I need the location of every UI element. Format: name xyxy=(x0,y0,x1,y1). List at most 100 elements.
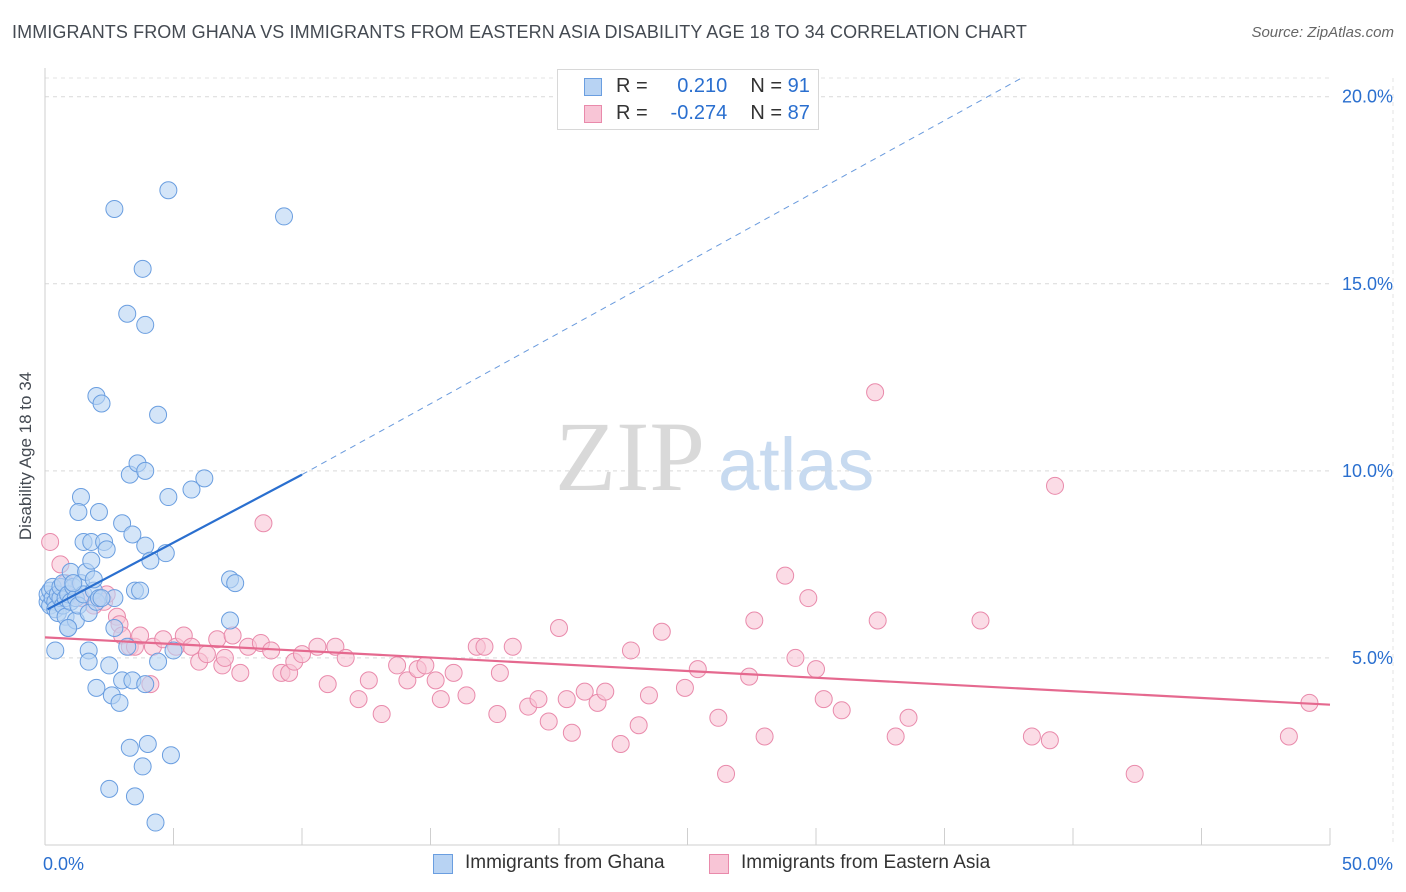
series-ghana-points xyxy=(38,181,294,832)
data-point-eastern-asia xyxy=(575,682,594,701)
data-point-ghana xyxy=(195,469,214,488)
data-point-ghana xyxy=(110,693,129,712)
data-point-eastern-asia xyxy=(1125,764,1144,783)
legend-n-value: 91 xyxy=(787,75,810,97)
data-point-eastern-asia xyxy=(1022,727,1041,746)
data-point-eastern-asia xyxy=(776,566,795,585)
data-point-eastern-asia xyxy=(550,618,568,637)
data-point-eastern-asia xyxy=(131,626,150,645)
x-tick-label-max: 50.0% xyxy=(1342,854,1393,874)
series-eastern-asia-points xyxy=(41,383,1319,783)
data-point-eastern-asia xyxy=(1040,731,1059,750)
data-point-eastern-asia xyxy=(629,716,648,735)
data-point-ghana xyxy=(100,779,119,798)
legend-r-value: 0.210 xyxy=(677,75,728,97)
trend-line-ghana-extension xyxy=(301,77,1022,476)
data-point-ghana xyxy=(89,503,108,522)
data-point-eastern-asia xyxy=(675,678,694,697)
tick-labels: 5.0% 10.0% 15.0% 20.0% 0.0% 50.0% xyxy=(43,87,1393,874)
data-point-ghana xyxy=(161,746,180,765)
bottom-legend-label-eastern-asia: Immigrants from Eastern Asia xyxy=(741,852,991,873)
legend-r-label: R = xyxy=(616,75,648,97)
legend-n-label: N = xyxy=(750,102,783,124)
data-point-eastern-asia xyxy=(717,764,736,783)
data-point-eastern-asia xyxy=(652,622,671,641)
data-point-ghana xyxy=(64,574,83,593)
data-point-eastern-asia xyxy=(786,648,805,667)
data-point-eastern-asia xyxy=(807,660,825,679)
data-point-ghana xyxy=(221,611,240,630)
data-point-ghana xyxy=(226,574,245,593)
source-credit: Source: ZipAtlas.com xyxy=(1251,24,1394,41)
data-point-eastern-asia xyxy=(866,383,885,402)
data-point-ghana xyxy=(138,734,157,753)
data-point-eastern-asia xyxy=(639,686,658,705)
data-point-ghana xyxy=(146,813,165,832)
data-point-eastern-asia xyxy=(444,663,463,682)
data-point-ghana xyxy=(92,394,111,413)
y-tick-label: 5.0% xyxy=(1352,648,1393,668)
y-axis-label: Disability Age 18 to 34 xyxy=(16,371,35,541)
data-point-ghana xyxy=(59,618,78,637)
data-point-ghana xyxy=(97,540,116,559)
data-point-ghana xyxy=(113,514,132,533)
data-point-eastern-asia xyxy=(709,708,728,727)
data-point-ghana xyxy=(118,304,137,323)
data-point-ghana xyxy=(136,675,155,694)
data-point-eastern-asia xyxy=(398,671,417,690)
data-point-eastern-asia xyxy=(611,734,630,753)
data-point-ghana xyxy=(69,503,88,522)
data-point-eastern-asia xyxy=(539,712,558,731)
data-point-ghana xyxy=(105,618,124,637)
data-point-eastern-asia xyxy=(529,690,548,709)
legend-r-label: R = xyxy=(616,102,648,124)
data-point-eastern-asia xyxy=(197,645,216,664)
bottom-legend-swatch-ghana xyxy=(433,854,453,874)
data-point-ghana xyxy=(79,652,98,671)
data-point-ghana xyxy=(82,551,101,570)
bottom-legend-label-ghana: Immigrants from Ghana xyxy=(465,852,665,873)
data-point-ghana xyxy=(87,678,106,697)
data-point-ghana xyxy=(136,536,155,555)
data-point-eastern-asia xyxy=(596,682,615,701)
data-point-ghana xyxy=(159,488,178,507)
bottom-legend-swatch-eastern-asia xyxy=(709,854,729,874)
data-point-ghana xyxy=(131,581,150,600)
legend-n-label: N = xyxy=(750,75,783,97)
data-point-eastern-asia xyxy=(755,727,774,746)
data-point-ghana xyxy=(159,181,178,200)
data-point-eastern-asia xyxy=(745,611,764,630)
data-point-eastern-asia xyxy=(475,637,494,656)
legend-swatch-eastern-asia xyxy=(584,105,602,123)
data-point-eastern-asia xyxy=(1279,727,1298,746)
data-point-eastern-asia xyxy=(488,705,507,724)
data-point-ghana xyxy=(133,757,152,776)
data-point-eastern-asia xyxy=(562,723,581,742)
data-point-eastern-asia xyxy=(832,701,851,720)
data-point-eastern-asia xyxy=(293,645,311,664)
trend-line-ghana xyxy=(47,473,303,611)
data-point-eastern-asia xyxy=(490,663,509,682)
data-point-eastern-asia xyxy=(457,686,476,705)
legend-swatch-ghana xyxy=(584,78,602,96)
data-point-ghana xyxy=(105,199,124,218)
data-point-eastern-asia xyxy=(326,637,345,656)
data-point-ghana xyxy=(149,405,168,424)
watermark-atlas: atlas xyxy=(718,423,874,506)
data-point-eastern-asia xyxy=(349,690,368,709)
y-tick-label: 20.0% xyxy=(1342,87,1393,107)
data-point-eastern-asia xyxy=(621,641,640,660)
data-point-eastern-asia xyxy=(688,660,707,679)
data-point-ghana xyxy=(149,652,168,671)
data-point-ghana xyxy=(164,641,183,660)
data-point-ghana xyxy=(120,738,139,757)
data-point-eastern-asia xyxy=(799,589,818,608)
data-point-eastern-asia xyxy=(971,611,990,630)
y-tick-label: 10.0% xyxy=(1342,461,1393,481)
data-point-eastern-asia xyxy=(557,690,576,709)
trend-lines xyxy=(44,77,1331,706)
data-point-eastern-asia xyxy=(740,667,759,686)
x-tick-label-min: 0.0% xyxy=(43,854,84,874)
data-point-ghana xyxy=(275,207,294,226)
